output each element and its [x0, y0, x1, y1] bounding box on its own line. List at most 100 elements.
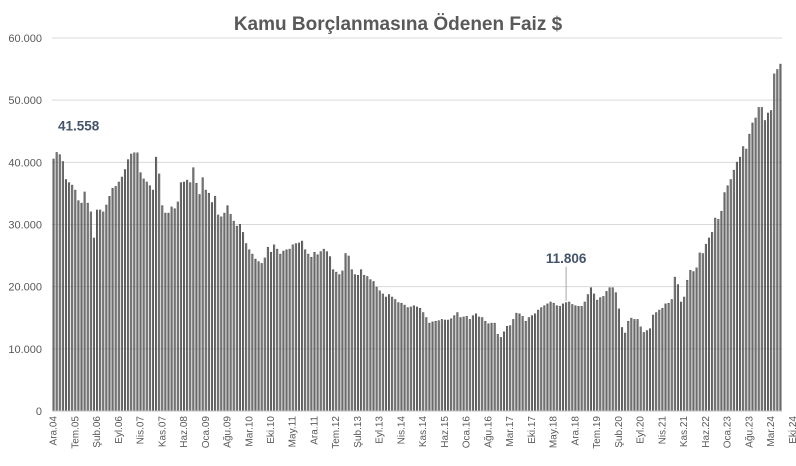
- bar: [648, 328, 652, 412]
- bar: [751, 122, 754, 412]
- bar: [378, 290, 381, 412]
- bar: [614, 292, 617, 412]
- bar: [332, 269, 335, 412]
- x-tick-label: Nis.07: [136, 416, 147, 445]
- bar: [633, 319, 636, 412]
- y-tick-label: 40.000: [8, 157, 42, 169]
- bar: [739, 156, 742, 412]
- bar: [297, 242, 301, 412]
- bar: [192, 167, 195, 412]
- x-tick-label: Şub.13: [353, 416, 364, 448]
- bar: [645, 330, 648, 412]
- bar: [583, 301, 586, 412]
- bar: [670, 299, 673, 412]
- bar: [518, 313, 521, 412]
- x-tick-label: Ara.18: [570, 416, 581, 446]
- bar: [689, 270, 692, 412]
- bar: [695, 267, 698, 412]
- bar: [779, 63, 782, 412]
- bar: [478, 316, 481, 412]
- x-axis-ticks: Ara.04 Tem.05 Şub.06 Eyl.06 Nis.07 Kas.07 Haz.…: [49, 416, 796, 449]
- bar: [120, 176, 123, 412]
- bar: [242, 232, 245, 412]
- bar: [676, 284, 679, 412]
- bar: [155, 156, 158, 412]
- bar: [384, 296, 387, 412]
- bar: [415, 306, 419, 412]
- bar: [434, 320, 437, 412]
- bar: [158, 173, 161, 412]
- data-label: 41.558: [58, 119, 100, 134]
- bar: [515, 312, 518, 412]
- bar: [322, 248, 325, 412]
- bar: [546, 303, 549, 412]
- bar: [599, 297, 602, 412]
- bar: [369, 279, 372, 412]
- bar: [474, 313, 478, 412]
- bar: [381, 293, 384, 412]
- bar: [509, 325, 512, 412]
- bar: [55, 152, 58, 412]
- bar: [335, 271, 338, 412]
- bar: [745, 148, 748, 412]
- bar: [325, 251, 328, 412]
- bar: [521, 316, 524, 412]
- bar: [605, 291, 608, 412]
- bar: [207, 192, 210, 412]
- x-tick-label: Şub.20: [614, 416, 625, 448]
- bar: [96, 209, 99, 412]
- bar: [580, 306, 583, 412]
- bar: [350, 269, 353, 412]
- bar: [263, 257, 266, 412]
- bar: [419, 307, 422, 412]
- bar: [254, 258, 257, 412]
- bar: [372, 281, 375, 412]
- bar: [543, 305, 546, 412]
- bar: [64, 179, 68, 412]
- bar: [555, 305, 558, 412]
- bar: [273, 244, 276, 412]
- y-tick-label: 0: [36, 406, 42, 418]
- bar: [260, 263, 263, 412]
- bar: [471, 315, 474, 412]
- bar: [443, 319, 447, 412]
- bar: [347, 255, 350, 412]
- bar: [490, 322, 493, 412]
- y-axis-ticks: 0 10.000 20.000 30.000 40.000 50.000 60.000: [8, 33, 42, 418]
- bar: [304, 249, 307, 412]
- y-tick-label: 50.000: [8, 95, 42, 107]
- x-tick-label: Nis.21: [657, 416, 668, 445]
- bar: [204, 189, 207, 412]
- bar: [114, 186, 117, 412]
- bar: [257, 261, 260, 412]
- bar: [720, 210, 723, 412]
- bar: [636, 319, 639, 412]
- bar: [182, 181, 186, 412]
- bar: [164, 212, 167, 412]
- bar: [630, 317, 633, 412]
- x-tick-label: Kas.21: [679, 416, 690, 448]
- bar: [611, 287, 614, 412]
- bar: [403, 304, 406, 412]
- x-tick-label: May.18: [549, 416, 560, 448]
- x-tick-label: Kas.07: [157, 416, 168, 448]
- bar: [773, 73, 776, 412]
- bar: [161, 205, 164, 412]
- bar: [111, 187, 114, 412]
- bar: [92, 237, 95, 412]
- bar-series: [52, 63, 782, 412]
- bar: [363, 274, 366, 412]
- bar: [462, 316, 465, 412]
- bar: [428, 322, 431, 412]
- bar: [770, 110, 773, 412]
- bar: [763, 120, 766, 412]
- bar: [714, 217, 717, 412]
- bar: [459, 317, 462, 412]
- bar: [711, 232, 714, 412]
- x-tick-label: Mar.17: [505, 416, 516, 447]
- bar: [552, 302, 555, 412]
- bar: [170, 206, 173, 412]
- bar: [319, 251, 322, 412]
- bar: [667, 302, 670, 412]
- x-tick-label: Haz.22: [701, 416, 712, 448]
